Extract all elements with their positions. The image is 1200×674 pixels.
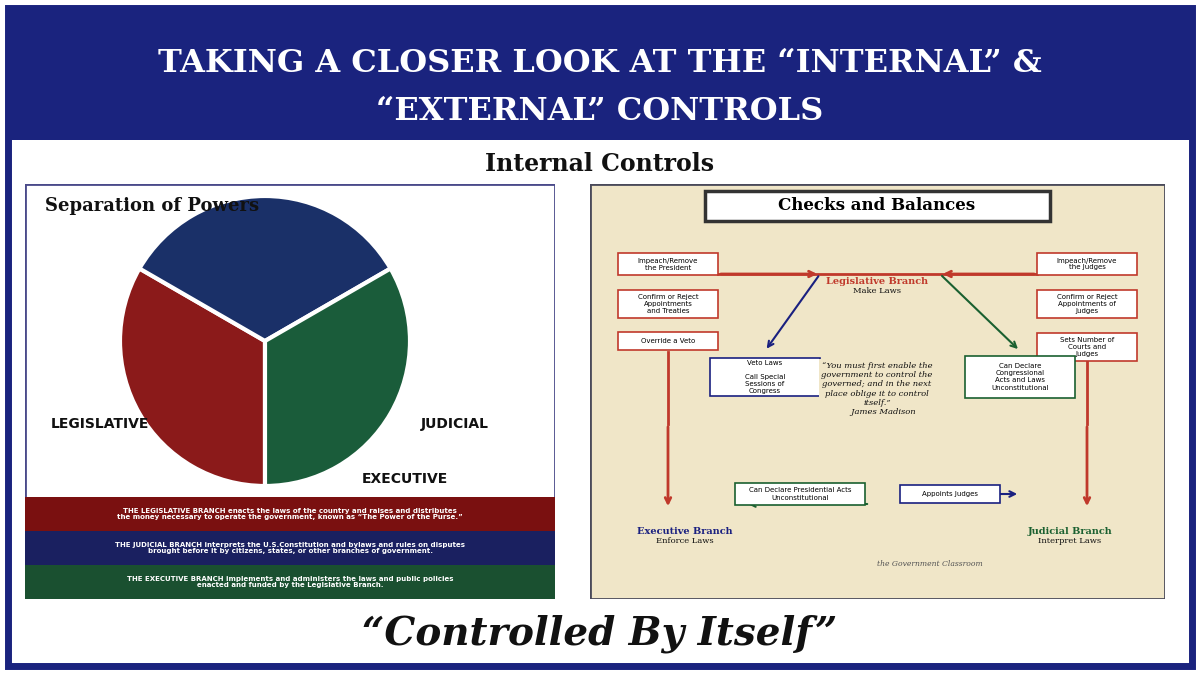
FancyBboxPatch shape — [25, 531, 554, 565]
FancyBboxPatch shape — [25, 497, 554, 531]
Text: “Controlled By Itself”: “Controlled By Itself” — [362, 615, 838, 653]
Text: Veto Laws

Call Special
Sessions of
Congress: Veto Laws Call Special Sessions of Congr… — [745, 360, 785, 394]
Text: Sets Number of
Courts and
Judges: Sets Number of Courts and Judges — [1060, 337, 1114, 357]
Text: Separation of Powers: Separation of Powers — [46, 197, 259, 215]
FancyBboxPatch shape — [25, 565, 554, 599]
Text: Checks and Balances: Checks and Balances — [779, 197, 976, 214]
FancyBboxPatch shape — [900, 485, 1000, 503]
FancyBboxPatch shape — [965, 356, 1075, 398]
Text: Impeach/Remove
the Judges: Impeach/Remove the Judges — [1057, 257, 1117, 270]
Text: Confirm or Reject
Appointments of
Judges: Confirm or Reject Appointments of Judges — [1057, 294, 1117, 314]
Text: Impeach/Remove
the President: Impeach/Remove the President — [638, 257, 698, 270]
Text: Confirm or Reject
Appointments
and Treaties: Confirm or Reject Appointments and Treat… — [637, 294, 698, 314]
Text: Override a Veto: Override a Veto — [641, 338, 695, 344]
Text: Enforce Laws: Enforce Laws — [656, 537, 714, 545]
FancyBboxPatch shape — [710, 358, 820, 396]
Text: “You must first enable the
government to control the
governed; and in the next
p: “You must first enable the government to… — [821, 362, 932, 416]
FancyBboxPatch shape — [618, 253, 718, 275]
Text: Interpret Laws: Interpret Laws — [1038, 537, 1102, 545]
Text: Judicial Branch: Judicial Branch — [1027, 526, 1112, 536]
Text: Legislative Branch: Legislative Branch — [826, 276, 928, 286]
Text: Make Laws: Make Laws — [853, 287, 901, 295]
FancyBboxPatch shape — [25, 184, 554, 599]
Wedge shape — [139, 196, 390, 341]
FancyBboxPatch shape — [1037, 253, 1138, 275]
FancyBboxPatch shape — [590, 184, 1165, 599]
FancyBboxPatch shape — [8, 8, 1192, 140]
Text: Internal Controls: Internal Controls — [486, 152, 714, 176]
Text: LEGISLATIVE: LEGISLATIVE — [50, 417, 149, 431]
Text: the Government Classroom: the Government Classroom — [877, 560, 983, 568]
Text: “EXTERNAL” CONTROLS: “EXTERNAL” CONTROLS — [377, 96, 823, 127]
Wedge shape — [120, 268, 265, 486]
FancyBboxPatch shape — [734, 483, 865, 505]
Text: THE JUDICIAL BRANCH interprets the U.S.Constitution and bylaws and rules on disp: THE JUDICIAL BRANCH interprets the U.S.C… — [115, 541, 466, 555]
Text: Executive Branch: Executive Branch — [637, 526, 733, 536]
Text: THE LEGISLATIVE BRANCH enacts the laws of the country and raises and distributes: THE LEGISLATIVE BRANCH enacts the laws o… — [118, 508, 463, 520]
Text: JUDICIAL: JUDICIAL — [421, 417, 490, 431]
Text: EXECUTIVE: EXECUTIVE — [362, 472, 448, 486]
FancyBboxPatch shape — [1037, 333, 1138, 361]
Text: Can Declare
Congressional
Acts and Laws
Unconstitutional: Can Declare Congressional Acts and Laws … — [991, 363, 1049, 390]
Text: Can Declare Presidential Acts
Unconstitutional: Can Declare Presidential Acts Unconstitu… — [749, 487, 851, 501]
FancyBboxPatch shape — [706, 191, 1050, 221]
FancyBboxPatch shape — [618, 332, 718, 350]
Text: Appoints Judges: Appoints Judges — [922, 491, 978, 497]
Wedge shape — [265, 268, 410, 486]
Text: TAKING A CLOSER LOOK AT THE “INTERNAL” &: TAKING A CLOSER LOOK AT THE “INTERNAL” & — [158, 49, 1042, 80]
FancyBboxPatch shape — [1037, 290, 1138, 318]
Text: THE EXECUTIVE BRANCH implements and administers the laws and public policies
ena: THE EXECUTIVE BRANCH implements and admi… — [127, 576, 454, 588]
FancyBboxPatch shape — [618, 290, 718, 318]
